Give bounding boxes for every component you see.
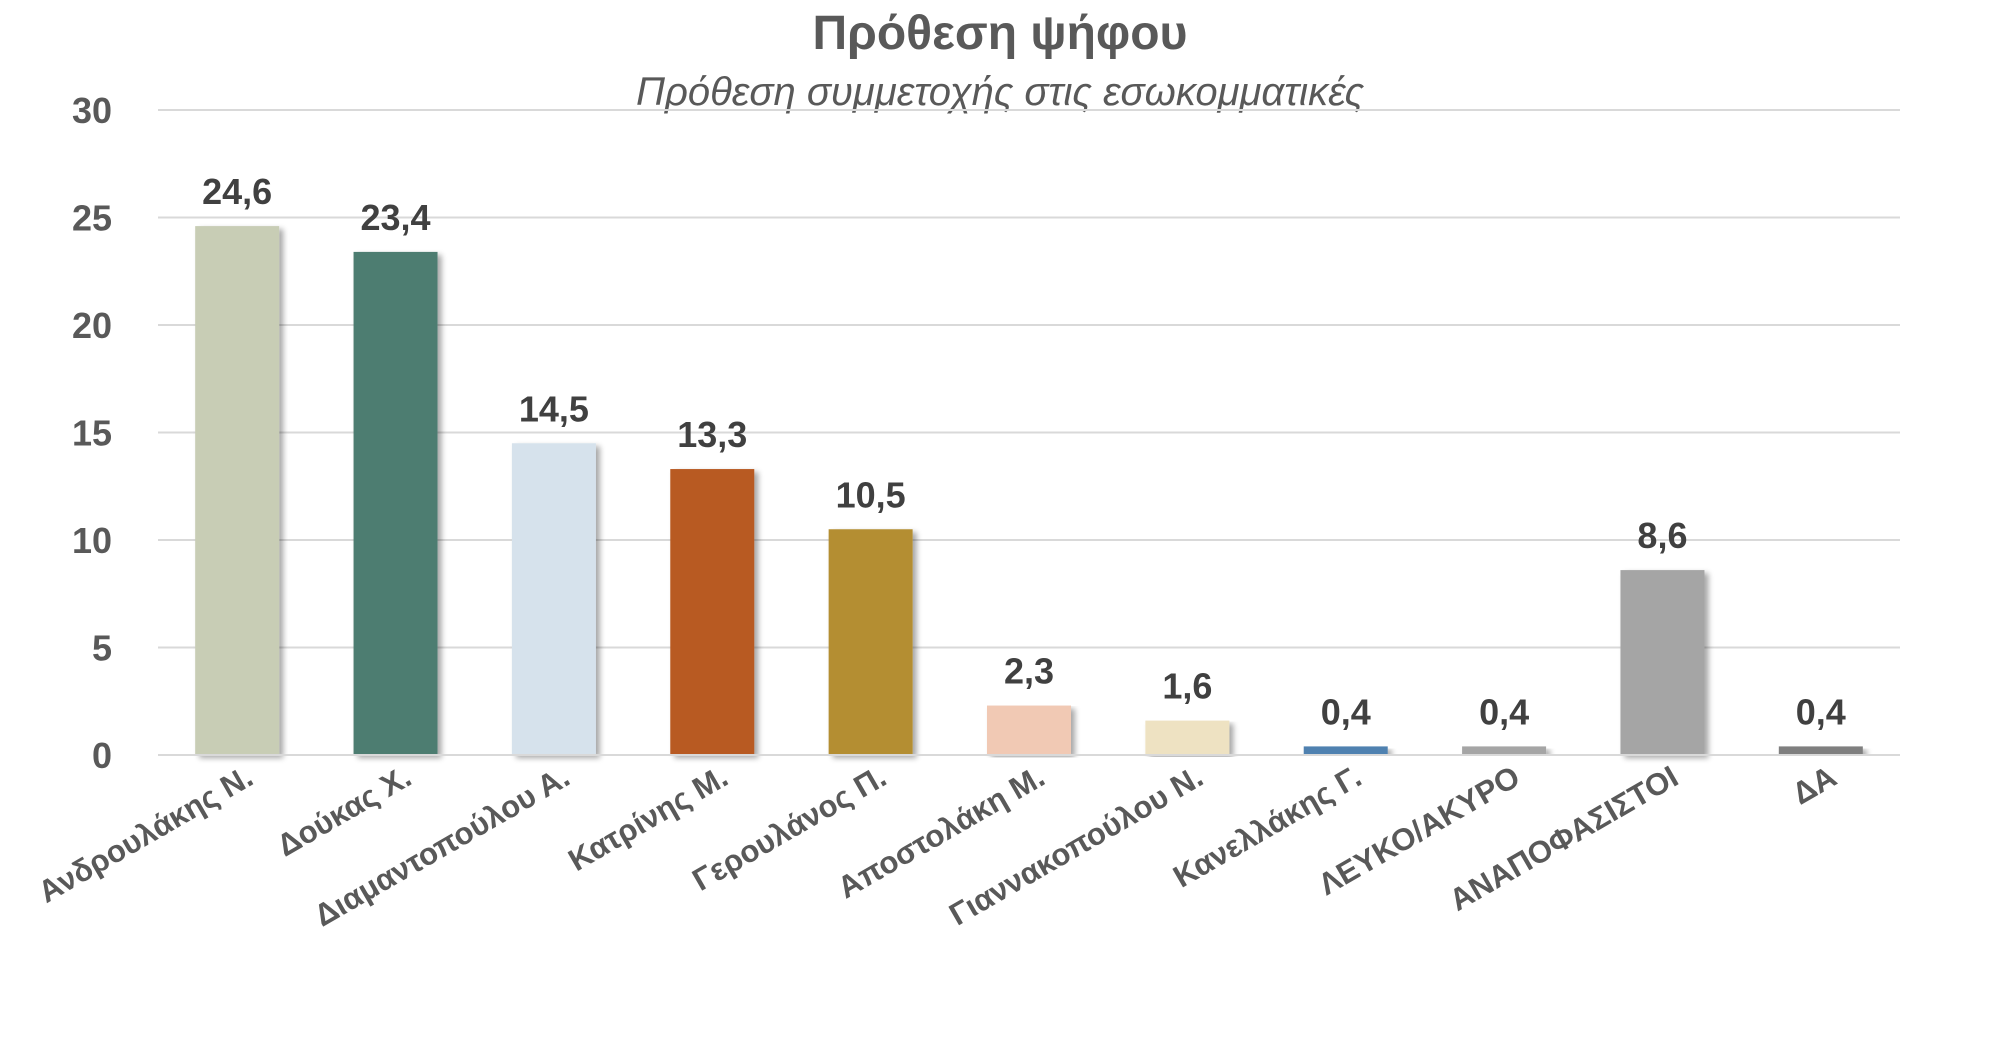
bar [1303, 746, 1388, 755]
y-tick-label: 5 [92, 628, 112, 669]
x-tick-label: Διαμαντοπούλου Α. [308, 759, 575, 934]
bar [1462, 746, 1547, 755]
y-tick-label: 30 [72, 90, 112, 131]
x-tick-label: Δούκας Χ. [271, 759, 417, 864]
bar [195, 226, 280, 756]
bar [1778, 746, 1863, 755]
y-axis: 0 5 10 15 20 25 30 [72, 90, 112, 776]
x-tick-label: ΔΑ [1786, 759, 1842, 812]
data-label: 8,6 [1637, 515, 1687, 556]
y-tick-label: 20 [72, 305, 112, 346]
bar [511, 443, 596, 755]
chart-title: Πρόθεση ψήφου [812, 7, 1188, 60]
y-tick-label: 25 [72, 198, 112, 239]
bar [828, 529, 913, 755]
y-tick-label: 10 [72, 520, 112, 561]
bar [1145, 720, 1230, 755]
data-label: 0,4 [1479, 691, 1529, 732]
data-label: 0,4 [1796, 691, 1846, 732]
bar [1620, 570, 1705, 755]
bars [195, 226, 1863, 756]
data-label: 24,6 [202, 171, 272, 212]
data-label: 0,4 [1321, 691, 1371, 732]
data-label: 10,5 [836, 474, 906, 515]
data-label: 2,3 [1004, 651, 1054, 692]
chart-subtitle: Πρόθεση συμμετοχής στις εσωκομματικές [635, 70, 1365, 114]
data-label: 1,6 [1162, 666, 1212, 707]
data-label: 23,4 [361, 197, 431, 238]
y-tick-label: 0 [92, 735, 112, 776]
bar [353, 251, 438, 755]
bar [670, 469, 755, 755]
x-tick-label: Ανδρουλάκης Ν. [32, 759, 258, 910]
data-labels: 24,6 23,4 14,5 13,3 10,5 2,3 1,6 0,4 0,4 8,6 0,4 [202, 171, 1846, 732]
y-tick-label: 15 [72, 413, 112, 454]
data-label: 13,3 [677, 414, 747, 455]
bar [987, 705, 1071, 755]
x-tick-label: Γιαννακοπούλου Ν. [943, 759, 1209, 933]
x-axis: Ανδρουλάκης Ν. Δούκας Χ.Διαμαντοπούλου Α.… [32, 754, 1900, 934]
data-label: 14,5 [519, 388, 589, 429]
